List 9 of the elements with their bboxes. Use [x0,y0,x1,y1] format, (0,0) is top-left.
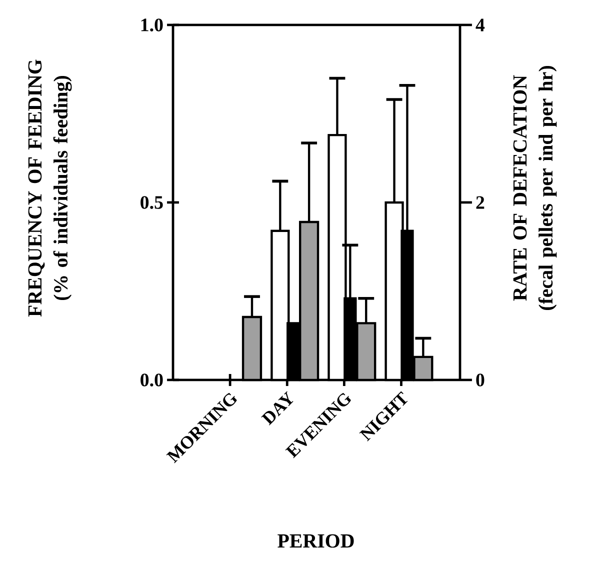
y2-tick-label: 4 [476,18,485,32]
y-tick-label: 1.0 [141,18,163,32]
y-tick-label: 0.5 [140,196,163,209]
y-axis-title: FREQUENCY OF FEEDING (% of individuals feeding) [28,60,72,317]
y2-tick-label: 0 [476,374,484,386]
y2-tick-label: 2 [476,196,484,209]
x-axis-title: PERIOD [278,534,354,548]
y-tick-label: 0.0 [140,374,163,386]
y2-axis-title: RATE OF DEFECATION (fecal pellets per ind per hr) [513,66,557,310]
